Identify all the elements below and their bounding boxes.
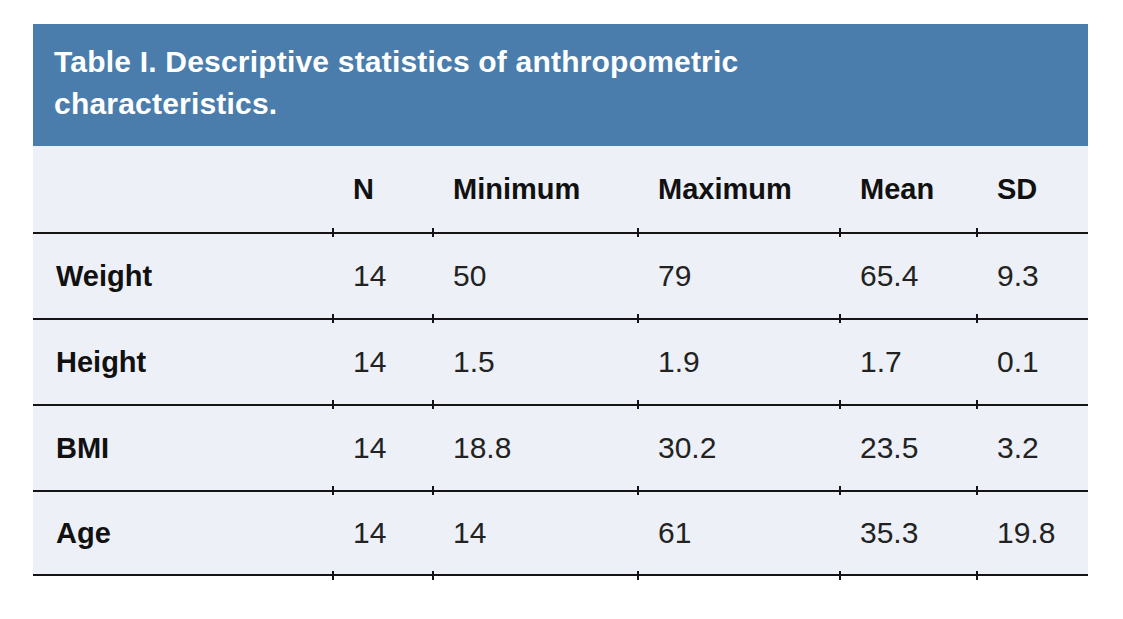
cell-height-sd: 0.1: [977, 318, 1088, 404]
cell-height-maximum: 1.9: [638, 318, 840, 404]
cell-weight-sd: 9.3: [977, 232, 1088, 318]
header-cell-mean: Mean: [840, 146, 977, 232]
cell-height-n: 14: [333, 318, 433, 404]
cell-weight-n: 14: [333, 232, 433, 318]
header-cell-maximum: Maximum: [638, 146, 840, 232]
cell-height-mean: 1.7: [840, 318, 977, 404]
cell-weight-maximum: 79: [638, 232, 840, 318]
cell-age-n: 14: [333, 490, 433, 576]
cell-bmi-n: 14: [333, 404, 433, 490]
row-label-bmi: BMI: [33, 404, 333, 490]
cell-bmi-mean: 23.5: [840, 404, 977, 490]
cell-weight-mean: 65.4: [840, 232, 977, 318]
row-label-height: Height: [33, 318, 333, 404]
page: Table I. Descriptive statistics of anthr…: [0, 0, 1123, 619]
table-title-band: Table I. Descriptive statistics of anthr…: [33, 24, 1088, 146]
cell-age-sd: 19.8: [977, 490, 1088, 576]
header-cell-empty: [33, 146, 333, 232]
row-label-age: Age: [33, 490, 333, 576]
header-cell-sd: SD: [977, 146, 1088, 232]
header-cell-minimum: Minimum: [433, 146, 638, 232]
cell-height-minimum: 1.5: [433, 318, 638, 404]
cell-bmi-maximum: 30.2: [638, 404, 840, 490]
cell-bmi-minimum: 18.8: [433, 404, 638, 490]
cell-age-mean: 35.3: [840, 490, 977, 576]
row-label-weight: Weight: [33, 232, 333, 318]
cell-age-maximum: 61: [638, 490, 840, 576]
header-cell-n: N: [333, 146, 433, 232]
cell-age-minimum: 14: [433, 490, 638, 576]
cell-weight-minimum: 50: [433, 232, 638, 318]
descriptive-statistics-table: Table I. Descriptive statistics of anthr…: [33, 24, 1088, 576]
cell-bmi-sd: 3.2: [977, 404, 1088, 490]
table-title: Table I. Descriptive statistics of anthr…: [54, 41, 934, 125]
table-grid: N Minimum Maximum Mean SD Weight 14 50 7…: [33, 146, 1088, 576]
